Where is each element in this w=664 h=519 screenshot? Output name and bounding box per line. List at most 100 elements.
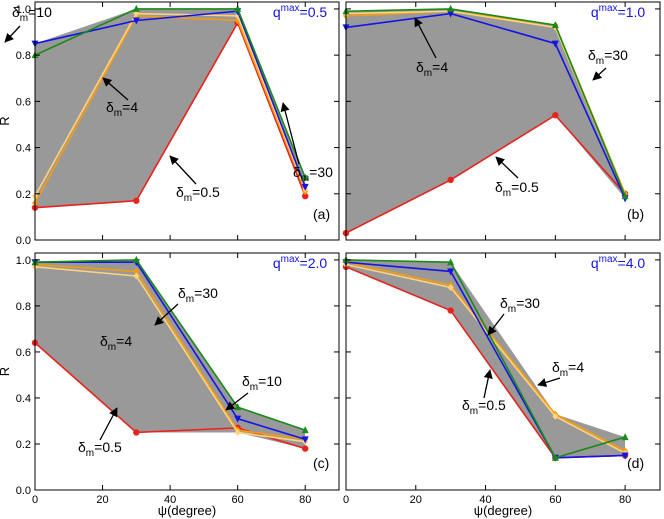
x-tick-label: 80 [299,494,311,506]
y-axis-label: R [0,367,12,376]
x-axis-label: ψ(degree) [474,503,532,518]
series-line [35,261,306,441]
marker [621,452,629,460]
annotation-arrow [487,313,505,336]
series-annotation: δm=30 [293,164,333,184]
marker [132,255,140,263]
series-line [34,20,306,209]
plot-frame [345,252,661,491]
series-line [345,261,626,452]
y-tick-label: 1.0 [16,4,31,16]
panel-label: (a) [313,206,330,222]
annotation-arrow [537,377,561,387]
range-area [35,8,306,208]
series-annotation: δm=10 [12,4,52,24]
x-tick-label: 20 [410,494,422,506]
panel: 0 20 40 60 80 ψ(degree) qmax=4.0 (d) δm=30 δm=4 δm… [342,252,661,518]
marker [133,267,140,275]
marker [552,412,559,420]
series-line [34,266,306,443]
annotation-arrow [495,156,519,179]
annotation-arrow [102,77,129,101]
y-axis-label: R [0,116,12,125]
series-annotation: δm=30 [178,285,218,305]
marker [301,173,309,181]
series-annotation: δm=4 [100,333,132,353]
y-tick-label: 0.4 [16,393,31,405]
panel-label: (d) [627,455,644,471]
x-tick-label: 60 [549,494,561,506]
y-tick-label: 0.8 [16,301,31,313]
annotation-arrow [4,25,21,43]
marker [301,183,309,191]
y-tick-label: 0.8 [16,50,31,62]
y-tick-label: 0.2 [16,439,31,451]
series-annotation: δm=0.5 [462,397,506,417]
marker [552,112,559,119]
y-tick-label: 0.6 [16,347,31,359]
series-annotation: δm=0.5 [176,184,220,204]
series-annotation: δm=0.5 [495,179,539,199]
range-area [346,8,626,234]
marker [447,4,455,12]
y-tick-label: 0.0 [16,235,31,247]
annotation-arrow [414,17,437,59]
annotation-arrow [592,67,607,81]
panel-title: qmax=2.0 [273,254,328,271]
marker [551,21,559,29]
marker [447,307,454,314]
series-line [345,263,626,454]
marker [621,192,629,200]
marker [551,453,559,461]
marker [133,197,140,204]
marker [234,403,242,411]
series-line [34,15,306,204]
series-line [345,261,626,459]
annotation-arrow [154,303,179,326]
marker [447,176,454,184]
x-tick-label: 0 [32,494,38,506]
series-annotation: δm=4 [416,59,448,79]
series-line [34,263,306,441]
marker [302,445,309,452]
marker [132,17,140,25]
annotation-arrow [169,155,197,185]
series-annotation: δm=10 [242,373,282,393]
marker [234,415,242,423]
annotation-arrow [280,102,300,165]
plot-frame [34,1,340,241]
y-tick-label: 0.4 [16,143,31,155]
panel: 0.0 0.2 0.4 0.6 0.8 1.0 Rqmax=0.5 (a) δm=10 δm=4 δ… [0,1,340,247]
panel-label: (c) [313,455,329,471]
series-line [34,8,306,178]
marker [447,258,455,266]
y-tick-label: 0.2 [16,189,31,201]
annotation-arrow [483,369,493,399]
panel-title: qmax=4.0 [591,254,646,271]
series-annotation: δm=4 [552,359,584,379]
marker [133,272,140,280]
series-line [34,12,306,197]
marker [551,40,559,48]
marker [302,192,309,200]
marker [132,4,140,12]
plot-frame [345,1,661,241]
panel-title: qmax=1.0 [591,3,646,20]
panel-label: (b) [627,206,644,222]
x-tick-label: 80 [619,494,631,506]
panel: 0.0 0.2 0.4 0.6 0.8 1.0 0 20 40 60 80 Rψ(degree) qma… [0,252,340,518]
y-tick-label: 0.0 [16,485,31,497]
x-tick-label: 0 [343,494,349,506]
series-line [345,114,626,234]
panel: qmax=1.0 (b) δm=4 δm=30 δm=0.5 [342,1,661,241]
marker [447,284,454,292]
marker [133,429,140,436]
marker [234,4,242,12]
series-annotation: δm=0.5 [78,439,122,459]
x-tick-label: 60 [232,494,244,506]
marker [621,433,629,441]
range-area [35,259,306,449]
marker [234,428,241,436]
marker [447,10,455,18]
